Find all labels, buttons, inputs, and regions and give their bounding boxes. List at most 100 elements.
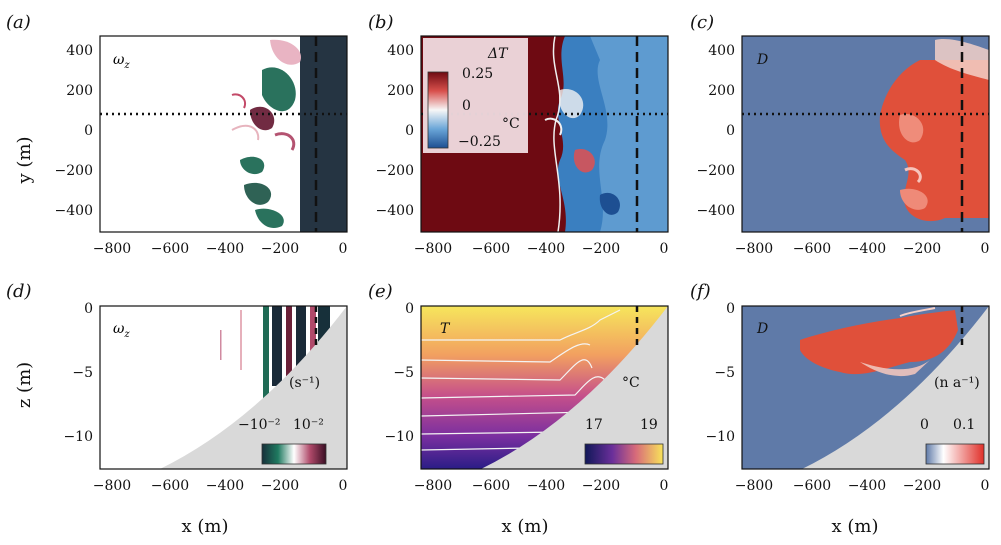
variable-label-d: ωz bbox=[113, 321, 130, 340]
colorbar-unit-e: °C bbox=[622, 375, 640, 391]
ytick-label: −200 bbox=[55, 163, 93, 179]
ytick-label: −5 bbox=[393, 365, 414, 381]
xtick-label: −800 bbox=[414, 478, 452, 494]
colorbar-b: ΔT 0.25 0 °C −0.25 bbox=[423, 38, 528, 153]
xtick-label: −600 bbox=[151, 241, 189, 257]
xtick-label: −400 bbox=[848, 478, 886, 494]
isotherms-e bbox=[421, 309, 621, 451]
ytick-label: 200 bbox=[708, 83, 735, 99]
slope-d bbox=[160, 306, 347, 469]
panel-label-a: (a) bbox=[6, 12, 31, 33]
xtick-label: −400 bbox=[848, 241, 886, 257]
xtick-label: −800 bbox=[93, 241, 131, 257]
y-axis-label-bottom: z (m) bbox=[14, 362, 35, 408]
xtick-label: 0 bbox=[660, 478, 669, 494]
xtick-label: −200 bbox=[582, 478, 620, 494]
ytick-label: 0 bbox=[405, 123, 414, 139]
ytick-label: −400 bbox=[376, 203, 414, 219]
colorbar-unit-b: °C bbox=[502, 116, 520, 132]
ytick-label: 0 bbox=[726, 301, 735, 317]
yticks-b: 400 200 0 −200 −400 bbox=[376, 43, 414, 219]
ytick-label: 0 bbox=[726, 123, 735, 139]
panel-f: (f) D (n a⁻¹) 0 0.1 0 −5 −10 −800 −600 bbox=[690, 281, 990, 537]
xtick-label: −800 bbox=[735, 478, 773, 494]
x-axis-label-f: x (m) bbox=[832, 516, 879, 537]
colorbar-tick-d: 10⁻² bbox=[293, 417, 324, 433]
ytick-label: −5 bbox=[72, 365, 93, 381]
variable-label-a: ωz bbox=[113, 52, 130, 71]
xtick-label: −400 bbox=[527, 478, 565, 494]
slope-e bbox=[481, 306, 668, 469]
x-axis-label-e: x (m) bbox=[502, 516, 549, 537]
colorbar-tick-f: 0 bbox=[920, 417, 929, 433]
ytick-label: 0 bbox=[84, 301, 93, 317]
xtick-label: 0 bbox=[660, 241, 669, 257]
frame-c bbox=[741, 35, 990, 233]
colorbar-unit-f: (n a⁻¹) bbox=[934, 375, 980, 391]
frame-d bbox=[99, 305, 348, 470]
ytick-label: −10 bbox=[384, 429, 414, 445]
xticks-c: −800 −600 −400 −200 0 bbox=[735, 241, 990, 257]
ytick-label: 0 bbox=[405, 301, 414, 317]
yticks-c: 400 200 0 −200 −400 bbox=[697, 43, 735, 219]
ytick-label: 200 bbox=[387, 83, 414, 99]
y-axis-label-top: y (m) bbox=[14, 136, 35, 184]
colorbar-f: (n a⁻¹) 0 0.1 bbox=[920, 375, 985, 465]
ytick-label: 400 bbox=[387, 43, 414, 59]
xtick-label: −200 bbox=[261, 241, 299, 257]
colorbar-tick-b: −0.25 bbox=[458, 134, 501, 150]
colorbar-d: (s⁻¹) −10⁻² 10⁻² bbox=[238, 375, 327, 465]
xtick-label: 0 bbox=[981, 478, 990, 494]
ytick-label: −400 bbox=[697, 203, 735, 219]
colorbar-tick-d: −10⁻² bbox=[238, 417, 281, 433]
xtick-label: −600 bbox=[151, 478, 189, 494]
xtick-label: −600 bbox=[472, 241, 510, 257]
xticks-b: −800 −600 −400 −200 0 bbox=[414, 241, 669, 257]
colorbar-tick-b: 0 bbox=[462, 98, 471, 114]
ytick-label: −200 bbox=[376, 163, 414, 179]
panel-d: (d) ωz (s⁻¹) −10⁻² 10⁻² 0 bbox=[6, 281, 348, 537]
x-axis-label-d: x (m) bbox=[182, 516, 229, 537]
xtick-label: −600 bbox=[793, 241, 831, 257]
panel-c: (c) D 400 200 0 −200 −400 −800 −600 −400 bbox=[690, 12, 990, 257]
panel-e: (e) T °C 17 19 0 −5 −10 bbox=[368, 281, 669, 537]
frame-a bbox=[99, 35, 348, 233]
yticks-a: 400 200 0 −200 −400 bbox=[55, 43, 93, 219]
colorbar-d-bar bbox=[261, 443, 327, 465]
colorbar-title-b: ΔT bbox=[487, 46, 509, 62]
yticks-d: 0 −5 −10 bbox=[63, 301, 93, 445]
ytick-label: 400 bbox=[708, 43, 735, 59]
xticks-f: −800 −600 −400 −200 0 bbox=[735, 478, 990, 494]
xtick-label: −800 bbox=[735, 241, 773, 257]
panel-label-f: (f) bbox=[690, 281, 711, 302]
xtick-label: 0 bbox=[981, 241, 990, 257]
ytick-label: −200 bbox=[697, 163, 735, 179]
ytick-label: −10 bbox=[705, 429, 735, 445]
xtick-label: −600 bbox=[793, 478, 831, 494]
xtick-label: −400 bbox=[527, 241, 565, 257]
colorbar-b-bar bbox=[427, 71, 449, 149]
xtick-label: −400 bbox=[206, 241, 244, 257]
ytick-label: −400 bbox=[55, 203, 93, 219]
xtick-label: −800 bbox=[93, 478, 131, 494]
yticks-f: 0 −5 −10 bbox=[705, 301, 735, 445]
ytick-label: −5 bbox=[714, 365, 735, 381]
ytick-label: −10 bbox=[63, 429, 93, 445]
xtick-label: −200 bbox=[261, 478, 299, 494]
colorbar-tick-f: 0.1 bbox=[953, 417, 975, 433]
dye-section-f bbox=[800, 307, 958, 377]
xtick-label: −600 bbox=[472, 478, 510, 494]
xtick-label: −200 bbox=[903, 478, 941, 494]
xticks-e: −800 −600 −400 −200 0 bbox=[414, 478, 669, 494]
colorbar-tick-e: 19 bbox=[640, 417, 658, 433]
colorbar-e-bar bbox=[584, 443, 664, 465]
xtick-label: −200 bbox=[582, 241, 620, 257]
panel-a: (a) ωz 400 200 0 −200 −40 bbox=[6, 12, 348, 257]
variable-label-e: T bbox=[440, 321, 451, 337]
vorticity-field-a bbox=[231, 36, 347, 232]
xticks-d: −800 −600 −400 −200 0 bbox=[93, 478, 348, 494]
variable-label-c: D bbox=[756, 52, 768, 68]
frame-b bbox=[420, 35, 669, 233]
panel-label-d: (d) bbox=[6, 281, 32, 302]
